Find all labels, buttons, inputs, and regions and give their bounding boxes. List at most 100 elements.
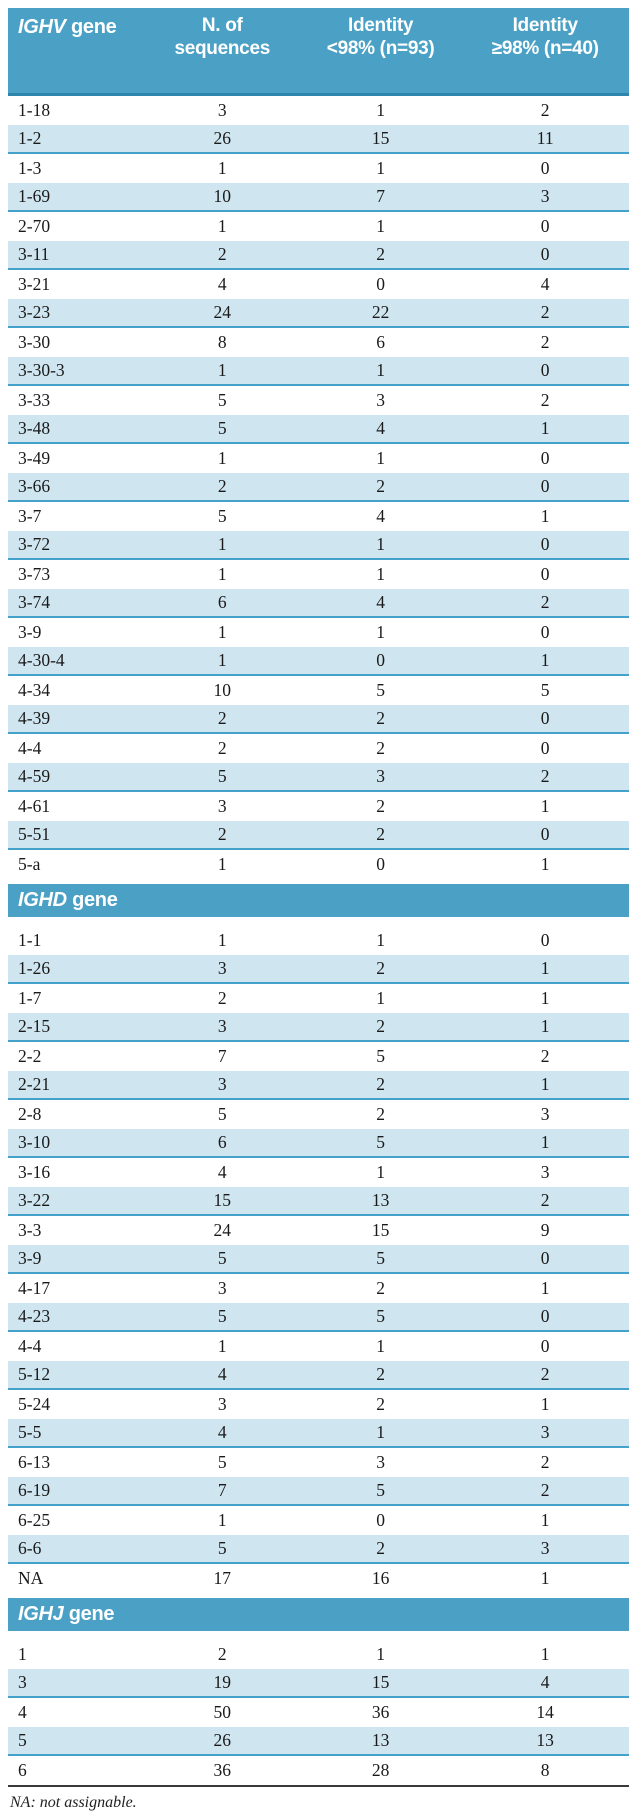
value-cell: 2 <box>376 1394 385 1414</box>
table-row: 1 2 1 1 <box>8 1636 629 1670</box>
gene-cell: 5-51 <box>8 821 145 850</box>
value-cell: 1 <box>540 796 550 816</box>
value-cell: 2 <box>461 763 629 792</box>
value-cell: 5 <box>217 390 227 410</box>
gene-cell: 3-73 <box>18 564 51 584</box>
value-cell: 10 <box>213 680 231 700</box>
value-cell: 5 <box>376 1046 385 1066</box>
table-row: 4-34 10 5 5 <box>8 675 629 705</box>
table-row: 3-21 4 0 4 <box>8 269 629 299</box>
value-cell: 1 <box>299 357 462 386</box>
value-cell: 8 <box>461 1755 629 1787</box>
value-cell: 0 <box>461 357 629 386</box>
value-cell: 1 <box>217 448 227 468</box>
table-row: 3-48 5 4 1 <box>8 415 629 444</box>
table-row: 6-25 1 0 1 <box>8 1505 629 1535</box>
value-cell: 5 <box>144 415 300 444</box>
value-cell: 1 <box>217 1336 227 1356</box>
gene-cell: 4 <box>18 1702 27 1722</box>
value-cell: 1 <box>461 1129 629 1158</box>
value-cell: 7 <box>217 1046 227 1066</box>
table-row: 2-70 1 1 0 <box>8 211 629 241</box>
value-cell: 36 <box>371 1702 390 1722</box>
gene-cell: 2-8 <box>18 1104 42 1124</box>
value-cell: 0 <box>540 564 550 584</box>
value-cell: 0 <box>461 705 629 734</box>
value-cell: 3 <box>217 1394 227 1414</box>
gene-cell: 3-74 <box>8 589 145 618</box>
gene-cell: 6-25 <box>18 1510 51 1530</box>
value-cell: 2 <box>540 1452 550 1472</box>
value-cell: 1 <box>376 930 385 950</box>
table-row: 1-69 10 7 3 <box>8 183 629 212</box>
value-cell: 1 <box>144 357 300 386</box>
value-cell: 13 <box>299 1727 462 1756</box>
value-cell: 1 <box>461 955 629 984</box>
table-row: 4-17 3 2 1 <box>8 1273 629 1303</box>
value-cell: 0 <box>461 241 629 270</box>
value-cell: 3 <box>540 1162 550 1182</box>
gene-cell: 4-59 <box>8 763 145 792</box>
table-row: 3-16 4 1 3 <box>8 1157 629 1187</box>
gene-cell: 5 <box>8 1727 145 1756</box>
value-cell: 3 <box>461 1535 629 1564</box>
value-cell: 1 <box>461 647 629 676</box>
value-cell: 1 <box>299 531 462 560</box>
value-cell: 1 <box>376 158 385 178</box>
value-cell: 2 <box>461 1187 629 1216</box>
gene-symbol: IGHD <box>18 889 67 911</box>
table-row: 2-15 3 2 1 <box>8 1013 629 1042</box>
value-cell: 2 <box>299 1071 462 1100</box>
table-row: 3-74 6 4 2 <box>8 589 629 618</box>
table-row: 6-19 7 5 2 <box>8 1477 629 1506</box>
value-cell: 0 <box>540 930 550 950</box>
value-cell: 1 <box>540 506 550 526</box>
value-cell: 0 <box>540 158 550 178</box>
table-row: 3-49 1 1 0 <box>8 443 629 473</box>
value-cell: 36 <box>144 1755 300 1787</box>
value-cell: 2 <box>299 1361 462 1390</box>
gene-cell: 5-24 <box>18 1394 51 1414</box>
table-row: 5 26 13 13 <box>8 1727 629 1756</box>
gene-cell: 5-12 <box>8 1361 145 1390</box>
table-row: 3-22 15 13 2 <box>8 1187 629 1216</box>
value-cell: 2 <box>540 390 550 410</box>
value-cell: 2 <box>299 955 462 984</box>
table-header: IGHV gene N. of sequences Identity <98% … <box>8 8 629 96</box>
gene-cell: 4-34 <box>18 680 51 700</box>
gene-usage-table: IGHV gene N. of sequences Identity <98% … <box>8 8 629 1787</box>
value-cell: 15 <box>299 125 462 154</box>
table-row: NA 17 16 1 <box>8 1563 629 1596</box>
value-cell: 5 <box>144 1535 300 1564</box>
value-cell: 2 <box>461 589 629 618</box>
gene-cell: 2-15 <box>8 1013 145 1042</box>
value-cell: 2 <box>299 1013 462 1042</box>
value-cell: 1 <box>217 854 227 874</box>
table-row: 4 50 36 14 <box>8 1697 629 1727</box>
value-cell: 1 <box>461 1071 629 1100</box>
value-cell: 1 <box>217 930 227 950</box>
value-cell: 1 <box>217 216 227 236</box>
value-cell: 1 <box>376 1336 385 1356</box>
table-row: 3-66 2 2 0 <box>8 473 629 502</box>
value-cell: 1 <box>217 1510 227 1530</box>
value-cell: 2 <box>299 1535 462 1564</box>
value-cell: 17 <box>213 1568 231 1588</box>
section-header-row-ighd: IGHD gene <box>8 879 629 926</box>
col-header-identity-lt98: Identity <98% (n=93) <box>299 8 462 96</box>
value-cell: 9 <box>540 1220 550 1240</box>
value-cell: 5 <box>217 1104 227 1124</box>
value-cell: 5 <box>217 506 227 526</box>
value-cell: 4 <box>144 1419 300 1448</box>
value-cell: 19 <box>144 1669 300 1698</box>
table-row: 3-7 5 4 1 <box>8 501 629 531</box>
table-row: 3-23 24 22 2 <box>8 299 629 328</box>
gene-cell: 1-2 <box>8 125 145 154</box>
value-cell: 16 <box>371 1568 390 1588</box>
gene-cell: 1-18 <box>18 100 51 120</box>
value-cell: 2 <box>461 1361 629 1390</box>
value-cell: 6 <box>144 589 300 618</box>
table-row: 3 19 15 4 <box>8 1669 629 1698</box>
value-cell: 0 <box>461 473 629 502</box>
value-cell: 3 <box>144 1071 300 1100</box>
